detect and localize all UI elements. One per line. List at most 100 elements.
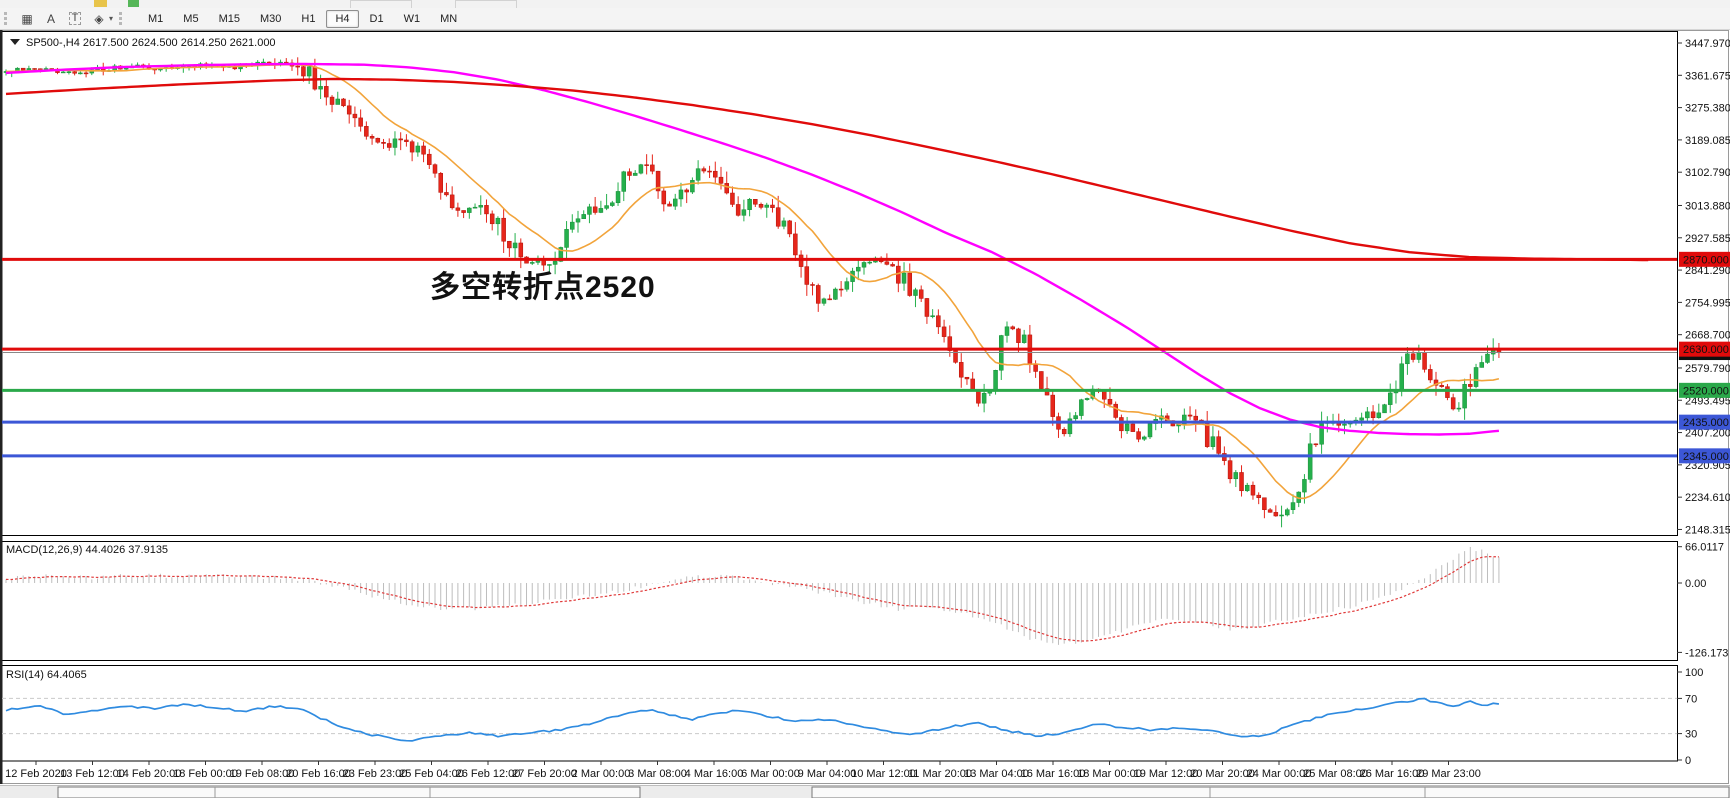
- timeframe-toolbar: M1 M5 M15 M30 H1 H4 D1 W1 MN: [138, 9, 467, 28]
- shapes-dropdown-caret[interactable]: ▾: [109, 14, 114, 23]
- timeframe-gripper[interactable]: [119, 12, 126, 25]
- ma-slow-red[interactable]: [5, 77, 1649, 262]
- background-window-edge: [0, 785, 1730, 798]
- price-tick-label: 3447.970: [1685, 38, 1730, 50]
- time-tick-label: 29 Mar 23:00: [1416, 768, 1481, 780]
- price-flag-2345: [1679, 448, 1730, 464]
- price-flags: 2621.0002870.0002630.0002520.0002435.000…: [1679, 251, 1730, 464]
- horizontal-lines[interactable]: [2, 257, 1677, 458]
- time-tick-label: 16 Mar 16:00: [1021, 768, 1086, 780]
- time-tick-label: 23 Feb 23:00: [343, 768, 408, 780]
- timeframe-H1[interactable]: H1: [301, 12, 316, 25]
- timeframe-D1[interactable]: D1: [369, 12, 384, 25]
- macd-signal-line: [5, 555, 1499, 642]
- price-flag-2870-text: 2870.000: [1683, 254, 1729, 266]
- ma-fast-orange[interactable]: [5, 63, 1500, 500]
- price-flag-2630-text: 2630.000: [1683, 344, 1729, 356]
- rsi-line: [5, 697, 1500, 742]
- price-flag-2520: [1679, 382, 1730, 398]
- price-flag-2345-text: 2345.000: [1683, 451, 1729, 463]
- time-tick-label: 25 Feb 04:00: [399, 768, 464, 780]
- time-tick-label: 6 Mar 00:00: [741, 768, 800, 780]
- time-tick-label: 3 Mar 08:00: [628, 768, 687, 780]
- timeframe-M5[interactable]: M5: [183, 12, 199, 25]
- rsi-axis-label: 100: [1685, 667, 1703, 679]
- rsi-pane[interactable]: [1, 665, 1678, 762]
- rsi-axis-label: 70: [1685, 693, 1697, 705]
- time-tick-label: 13 Feb 12:00: [60, 768, 125, 780]
- macd-pane[interactable]: [1, 541, 1678, 661]
- price-tick-label: 2234.610: [1685, 492, 1730, 504]
- shapes-tool[interactable]: ◈: [94, 11, 104, 26]
- time-tick-label: 11 Mar 20:00: [908, 768, 972, 780]
- macd-axis-label: 0.00: [1685, 578, 1706, 590]
- price-tick-label: 3189.085: [1685, 135, 1730, 147]
- time-tick-label: 2 Mar 00:00: [572, 768, 631, 780]
- price-tick-label: 2927.585: [1685, 233, 1730, 245]
- time-tick-label: 9 Mar 04:00: [798, 768, 857, 780]
- price-tick-label: 2754.995: [1685, 297, 1730, 309]
- pane-frames: [0, 29, 1730, 785]
- toolbar-gripper[interactable]: [4, 12, 11, 25]
- time-tick-label: 20 Mar 20:00: [1190, 768, 1255, 780]
- rsi-layer: 100 70 30 0: [2, 667, 1703, 767]
- price-tick-label: 2407.200: [1685, 428, 1730, 440]
- text-box-tool[interactable]: T: [65, 10, 85, 27]
- timeframe-M30[interactable]: M30: [259, 12, 282, 25]
- rsi-axis-label: 30: [1685, 729, 1697, 741]
- price-tick-label: 2668.700: [1685, 330, 1730, 342]
- symbol-dropdown-icon[interactable]: [10, 39, 20, 45]
- price-tick-label: 3275.380: [1685, 103, 1730, 115]
- timeframe-W1[interactable]: W1: [403, 12, 421, 25]
- time-tick-label: 10 Mar 12:00: [851, 768, 916, 780]
- price-flag-2435: [1679, 414, 1730, 430]
- text-a-tool[interactable]: A: [46, 11, 55, 26]
- time-tick-label: 13 Mar 04:00: [964, 768, 1029, 780]
- drawing-tools-group: ▦ A T ◈: [15, 10, 111, 27]
- time-tick-label: 18 Mar 00:00: [1077, 768, 1142, 780]
- chart-toolbar: ▦ A T ◈ ▾ M1 M5 M15 M30 H1 H4 D1 W1 MN: [0, 8, 1730, 30]
- timeframe-H4[interactable]: H4: [326, 9, 359, 28]
- partial-icon-yellow: [94, 0, 107, 7]
- rsi-indicator-label: RSI(14) 64.4065: [6, 669, 87, 681]
- annotation-text[interactable]: 多空转折点2520: [430, 271, 656, 304]
- main-chart-pane[interactable]: [1, 31, 1678, 536]
- time-tick-label: 18 Feb 00:00: [173, 768, 238, 780]
- price-tick-label: 2579.790: [1685, 363, 1730, 375]
- rsi-axis-label: 0: [1685, 755, 1691, 767]
- price-flag-2870: [1679, 251, 1730, 267]
- chart-title: SP500-,H4 2617.500 2624.500 2614.250 262…: [26, 37, 276, 49]
- time-tick-label: 26 Feb 12:00: [456, 768, 521, 780]
- macd-axis-label: 66.0117: [1685, 542, 1724, 554]
- timeframe-MN[interactable]: MN: [440, 12, 458, 25]
- ma-mid-magenta[interactable]: [5, 62, 1500, 436]
- time-tick-label: 26 Mar 16:00: [1360, 768, 1425, 780]
- time-tick-label: 12 Feb 2020: [5, 768, 67, 780]
- timeframe-M1[interactable]: M1: [148, 12, 164, 25]
- macd-indicator-label: MACD(12,26,9) 44.4026 37.9135: [6, 544, 168, 556]
- price-tick-label: 3361.675: [1685, 70, 1730, 82]
- time-tick-label: 25 Mar 08:00: [1303, 768, 1368, 780]
- timeframe-M15[interactable]: M15: [218, 12, 240, 25]
- grid-tool[interactable]: ▦: [21, 11, 33, 26]
- price-tick-label: 2841.290: [1685, 265, 1730, 277]
- time-tick-label: 19 Feb 08:00: [230, 768, 295, 780]
- price-flag-2435-text: 2435.000: [1683, 417, 1729, 429]
- price-tick-label: 2148.315: [1685, 524, 1730, 536]
- price-tick-label: 2493.495: [1685, 395, 1730, 407]
- time-tick-label: 4 Mar 16:00: [685, 768, 744, 780]
- candles-layer[interactable]: [3, 57, 1502, 528]
- time-tick-label: 19 Mar 12:00: [1134, 768, 1199, 780]
- time-tick-label: 20 Feb 16:00: [286, 768, 351, 780]
- price-tick-label: 3013.880: [1685, 200, 1730, 212]
- price-tick-label: 3102.790: [1685, 167, 1730, 179]
- partial-icon-green: [128, 0, 139, 7]
- price-flag-2520-text: 2520.000: [1683, 385, 1729, 397]
- time-tick-label: 24 Mar 00:00: [1247, 768, 1312, 780]
- macd-axis-label: -126.173: [1685, 647, 1728, 659]
- time-tick-label: 14 Feb 20:00: [117, 768, 182, 780]
- price-flag-2630: [1679, 341, 1730, 357]
